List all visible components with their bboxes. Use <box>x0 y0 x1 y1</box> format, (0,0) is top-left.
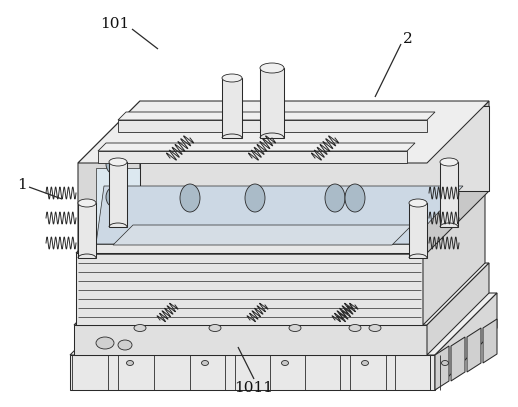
Polygon shape <box>467 328 481 372</box>
Ellipse shape <box>349 324 361 331</box>
Polygon shape <box>78 101 489 163</box>
Polygon shape <box>222 78 242 138</box>
Polygon shape <box>109 162 127 227</box>
Polygon shape <box>106 220 424 251</box>
Polygon shape <box>113 225 412 245</box>
Ellipse shape <box>325 184 345 212</box>
Polygon shape <box>440 162 458 227</box>
Ellipse shape <box>441 361 449 365</box>
Polygon shape <box>96 168 409 244</box>
Ellipse shape <box>409 199 427 207</box>
Polygon shape <box>140 106 489 191</box>
Polygon shape <box>118 112 435 120</box>
Polygon shape <box>451 337 465 381</box>
Ellipse shape <box>126 361 134 365</box>
Polygon shape <box>483 319 497 363</box>
Ellipse shape <box>180 184 200 212</box>
Ellipse shape <box>345 184 365 212</box>
Polygon shape <box>70 293 497 355</box>
Polygon shape <box>74 263 489 325</box>
Polygon shape <box>427 263 489 355</box>
Ellipse shape <box>118 340 132 350</box>
Polygon shape <box>98 143 415 151</box>
Polygon shape <box>78 163 427 253</box>
Polygon shape <box>96 186 463 244</box>
Ellipse shape <box>106 187 122 207</box>
Ellipse shape <box>369 324 381 331</box>
Polygon shape <box>76 253 423 325</box>
Polygon shape <box>74 325 427 355</box>
Ellipse shape <box>245 184 265 212</box>
Text: 2: 2 <box>403 32 413 46</box>
Ellipse shape <box>134 324 146 331</box>
Ellipse shape <box>78 199 96 207</box>
Polygon shape <box>118 120 427 132</box>
Polygon shape <box>427 101 489 253</box>
Polygon shape <box>98 151 407 163</box>
Ellipse shape <box>440 158 458 166</box>
Polygon shape <box>78 101 140 253</box>
Ellipse shape <box>106 154 122 174</box>
Text: 1: 1 <box>17 178 27 192</box>
Text: 1011: 1011 <box>235 381 274 395</box>
Ellipse shape <box>202 361 209 365</box>
Ellipse shape <box>222 74 242 82</box>
Polygon shape <box>435 346 449 390</box>
Polygon shape <box>76 191 485 253</box>
Ellipse shape <box>289 324 301 331</box>
Text: 101: 101 <box>100 17 130 31</box>
Ellipse shape <box>260 63 284 73</box>
Ellipse shape <box>209 324 221 331</box>
Ellipse shape <box>362 361 368 365</box>
Polygon shape <box>260 68 284 138</box>
Polygon shape <box>70 355 435 390</box>
Polygon shape <box>78 203 96 258</box>
Polygon shape <box>435 293 497 390</box>
Polygon shape <box>423 191 485 325</box>
Ellipse shape <box>109 158 127 166</box>
Polygon shape <box>409 203 427 258</box>
Ellipse shape <box>96 337 114 349</box>
Ellipse shape <box>281 361 289 365</box>
